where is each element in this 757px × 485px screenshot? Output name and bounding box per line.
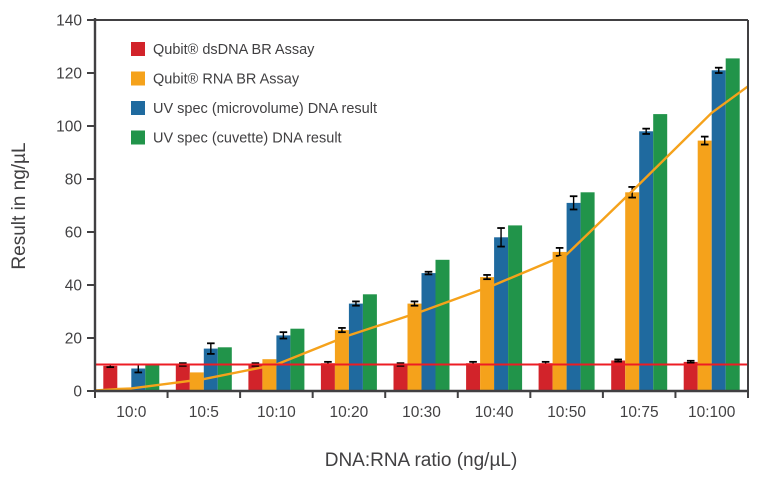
bar-series3-cat8 — [725, 58, 740, 392]
x-tick-label-1: 10:5 — [189, 404, 219, 421]
bar-series1-cat5 — [480, 277, 495, 391]
bar-series3-cat1 — [217, 347, 232, 391]
x-tick-label-8: 10:100 — [688, 404, 736, 421]
legend-label-3: UV spec (cuvette) DNA result — [153, 131, 342, 147]
bar-series3-cat6 — [580, 192, 595, 392]
legend-label-0: Qubit® dsDNA BR Assay — [153, 42, 315, 58]
error-bar-series2-cat7 — [642, 127, 650, 135]
error-bar-series1-cat4 — [410, 300, 419, 307]
error-bar-series2-cat2 — [279, 331, 288, 340]
legend-label-1: Qubit® RNA BR Assay — [153, 72, 300, 88]
y-tick-label-80: 80 — [65, 172, 83, 189]
x-tick-label-0: 10:0 — [116, 404, 147, 421]
bar-series3-cat4 — [435, 259, 450, 391]
legend-item-1: Qubit® RNA BR Assay — [131, 71, 300, 88]
legend-item-0: Qubit® dsDNA BR Assay — [131, 42, 315, 58]
bar-series3-cat3 — [362, 294, 377, 391]
tick-labels-layer: 10:0 10:5 10:10 10:20 10:30 10:40 10:50 10:75 10… — [56, 13, 736, 422]
y-tick-label-20: 20 — [65, 331, 83, 348]
bar-series2-cat1 — [203, 348, 218, 391]
x-tick-label-2: 10:10 — [257, 404, 296, 421]
error-bar-series2-cat8 — [714, 66, 723, 74]
bar-series2-cat7 — [639, 131, 654, 392]
y-axis-title: Result in ng/µL — [9, 142, 30, 269]
legend-item-2: UV spec (microvolume) DNA result — [131, 101, 377, 117]
bar-series2-cat4 — [421, 273, 436, 391]
bar-series2-cat5 — [494, 237, 509, 391]
error-bar-series1-cat3 — [338, 327, 346, 334]
error-bar-series0-cat7 — [614, 358, 622, 363]
error-bar-series2-cat5 — [497, 227, 505, 248]
x-tick-label-3: 10:20 — [330, 404, 369, 421]
x-tick-label-6: 10:50 — [547, 404, 586, 421]
y-tick-label-120: 120 — [56, 66, 82, 83]
legend-label-2: UV spec (microvolume) DNA result — [153, 101, 377, 117]
bar-series0-cat6 — [538, 363, 553, 391]
legend-swatch-2 — [131, 101, 145, 115]
y-tick-label-0: 0 — [73, 384, 82, 401]
bar-series1-cat3 — [334, 330, 349, 391]
x-tick-label-4: 10:30 — [402, 404, 441, 421]
bar-series2-cat0 — [131, 368, 146, 391]
error-bar-series2-cat6 — [569, 195, 578, 211]
bar-series0-cat0 — [103, 365, 118, 391]
error-bar-series2-cat3 — [352, 300, 360, 307]
bar-series2-cat3 — [348, 303, 363, 391]
y-tick-label-140: 140 — [56, 13, 82, 30]
x-tick-label-7: 10:75 — [620, 404, 659, 421]
bar-series3-cat7 — [653, 114, 668, 391]
y-tick-label-100: 100 — [56, 119, 82, 136]
bar-series0-cat7 — [611, 360, 626, 391]
bar-series2-cat2 — [276, 335, 291, 391]
bar-series0-cat4 — [393, 364, 408, 391]
bar-series1-cat7 — [625, 192, 640, 392]
legend-item-3: UV spec (cuvette) DNA result — [131, 130, 342, 147]
trend-line — [94, 85, 749, 392]
error-bar-series1-cat8 — [700, 135, 709, 146]
bars-layer — [103, 58, 740, 392]
bar-series0-cat5 — [466, 363, 481, 391]
bar-series0-cat1 — [175, 364, 190, 391]
legend: Qubit® dsDNA BR Assay Qubit® RNA BR Assay… — [131, 42, 377, 147]
y-tick-label-40: 40 — [65, 278, 83, 295]
bar-series2-cat8 — [711, 70, 726, 392]
bar-series3-cat2 — [290, 328, 305, 391]
legend-swatch-3 — [131, 130, 145, 145]
bar-series1-cat1 — [189, 372, 204, 391]
axes-layer — [87, 18, 749, 398]
bar-series2-cat6 — [566, 202, 581, 391]
x-axis-title: DNA:RNA ratio (ng/µL) — [325, 450, 518, 471]
y-tick-label-60: 60 — [65, 225, 83, 242]
bar-series1-cat4 — [407, 303, 422, 391]
bar-series0-cat8 — [683, 361, 698, 391]
legend-swatch-1 — [131, 71, 145, 86]
bar-series0-cat2 — [248, 364, 263, 391]
error-bar-series0-cat8 — [686, 359, 695, 364]
bar-series3-cat5 — [508, 225, 523, 391]
error-bar-series1-cat5 — [483, 274, 491, 281]
legend-swatch-0 — [131, 42, 145, 56]
bar-series0-cat3 — [320, 363, 335, 391]
bar-series1-cat6 — [552, 251, 567, 391]
bar-series1-cat8 — [697, 140, 712, 391]
overlay-lines-layer — [94, 85, 749, 392]
error-bar-series2-cat4 — [424, 270, 433, 276]
error-bar-series2-cat1 — [207, 342, 215, 355]
x-tick-label-5: 10:40 — [475, 404, 514, 421]
